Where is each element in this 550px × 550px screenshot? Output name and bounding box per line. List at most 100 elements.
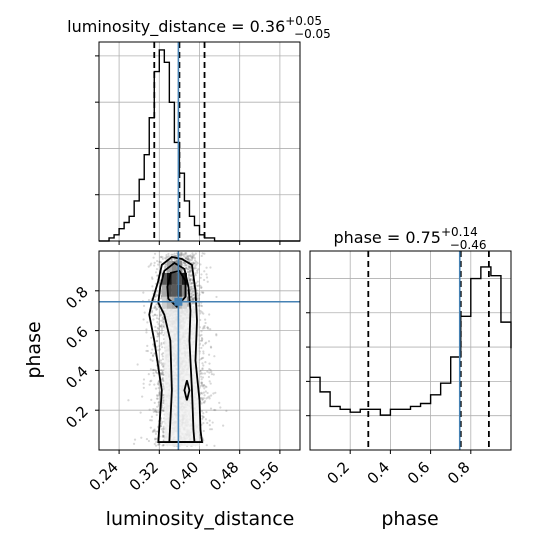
sample-point <box>160 361 163 365</box>
sample-point <box>150 351 153 355</box>
sample-point <box>196 292 199 295</box>
sample-point <box>146 349 149 353</box>
x-tick-label: 0.6 <box>404 458 434 488</box>
sample-point <box>161 355 164 358</box>
sample-point <box>162 409 165 413</box>
sample-point <box>161 371 164 374</box>
sample-point <box>190 281 194 285</box>
sample-point <box>205 410 208 414</box>
sample-point <box>188 279 192 282</box>
sample-point <box>159 324 163 328</box>
sample-point <box>208 395 211 398</box>
sample-point <box>159 261 163 264</box>
sample-point <box>151 348 154 351</box>
sample-point <box>184 253 187 256</box>
sample-point <box>219 406 222 409</box>
sample-point <box>190 287 193 291</box>
sample-point <box>162 333 165 337</box>
sample-point <box>187 258 190 261</box>
sample-point <box>187 256 190 259</box>
sample-point <box>200 339 204 342</box>
sample-point <box>154 371 158 374</box>
sample-point <box>202 364 205 367</box>
sample-point <box>164 263 167 266</box>
sample-point <box>188 268 191 271</box>
sample-point <box>188 269 192 273</box>
sample-point <box>189 259 192 262</box>
sample-point <box>205 385 208 389</box>
sample-point <box>173 258 177 261</box>
sample-point <box>202 352 205 355</box>
sample-point <box>202 412 205 415</box>
sample-point <box>206 396 209 399</box>
sample-point <box>188 272 191 275</box>
sample-point <box>158 344 161 348</box>
sample-point <box>161 434 165 437</box>
sample-point <box>155 303 158 306</box>
sample-point <box>160 331 164 334</box>
density-cell <box>171 296 177 309</box>
sample-point <box>190 287 193 291</box>
y-tick-label: 0.2 <box>62 402 92 432</box>
sample-point <box>162 444 165 447</box>
sample-point <box>165 257 168 260</box>
sample-point <box>153 305 157 308</box>
sample-point <box>170 253 173 256</box>
sample-point <box>186 267 190 270</box>
sample-point <box>161 409 164 412</box>
sample-point <box>183 264 186 267</box>
sample-point <box>155 371 158 375</box>
sample-point <box>186 258 189 261</box>
sample-point <box>192 293 195 296</box>
sample-point <box>200 397 204 400</box>
density-cell <box>166 284 172 297</box>
sample-point <box>201 392 204 395</box>
sample-point <box>205 444 208 447</box>
sample-point <box>208 368 211 371</box>
sample-point <box>196 271 199 274</box>
sample-point <box>142 382 145 385</box>
sample-point <box>193 257 196 260</box>
sample-point <box>151 430 154 433</box>
sample-point <box>198 293 201 296</box>
sample-point <box>162 401 165 404</box>
sample-point <box>187 258 190 261</box>
sample-point <box>149 368 152 371</box>
sample-point <box>200 357 203 360</box>
sample-point <box>159 292 163 295</box>
sample-point <box>156 320 159 324</box>
sample-point <box>180 252 183 255</box>
sample-point <box>157 404 160 407</box>
sample-point <box>201 384 204 387</box>
sample-point <box>190 295 193 298</box>
sample-point <box>203 387 206 390</box>
sample-point <box>191 291 194 295</box>
sample-point <box>158 348 162 351</box>
sample-point <box>190 295 194 298</box>
sample-point <box>189 270 193 273</box>
sample-point <box>201 368 204 371</box>
sample-point <box>188 278 191 281</box>
sample-point <box>199 334 202 337</box>
sample-point <box>153 252 157 255</box>
sample-point <box>150 262 153 265</box>
sample-point <box>149 380 152 383</box>
sample-point <box>154 437 157 440</box>
sample-point <box>160 329 163 332</box>
sample-point <box>191 297 195 300</box>
sample-point <box>149 264 152 267</box>
sample-point <box>209 345 213 348</box>
sample-point <box>162 427 165 430</box>
sample-point <box>197 297 201 300</box>
density-cell <box>166 296 172 309</box>
sample-point <box>210 428 214 431</box>
contour-middle <box>157 261 196 443</box>
sample-point <box>161 369 164 372</box>
sample-point <box>133 438 137 441</box>
density-cell <box>181 296 187 309</box>
sample-point <box>204 385 207 388</box>
sample-point <box>161 371 164 374</box>
sample-point <box>163 265 167 268</box>
sample-point <box>161 320 165 323</box>
sample-point <box>127 399 130 402</box>
